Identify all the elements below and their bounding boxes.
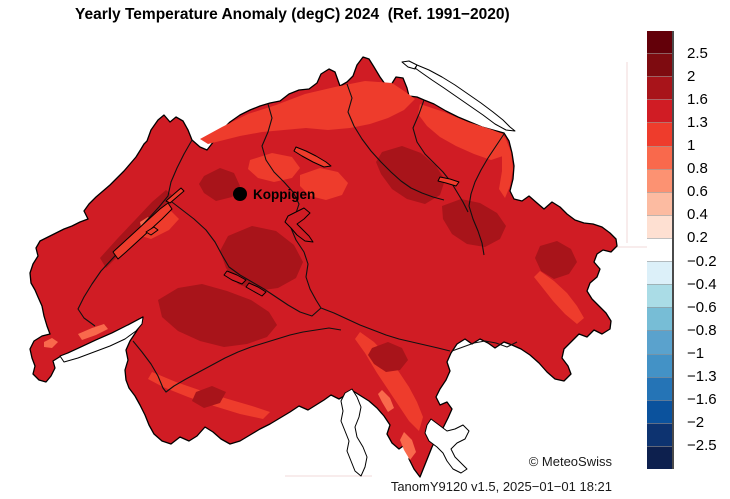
- colorbar-tick-label: −1: [687, 345, 704, 363]
- colorbar-band: [647, 284, 672, 307]
- colorbar-tick-label: 2.5: [687, 45, 708, 63]
- colorbar-tick-label: −0.2: [687, 253, 717, 271]
- figure-canvas: Yearly Temperature Anomaly (degC) 2024 (…: [0, 0, 730, 499]
- colorbar-band: [647, 99, 672, 122]
- colorbar-band: [647, 377, 672, 400]
- colorbar-tick-label: −1.6: [687, 391, 717, 409]
- station-label: Koppigen: [253, 187, 315, 202]
- colorbar-band: [647, 400, 672, 423]
- switzerland-anomaly-map: Koppigen: [0, 0, 730, 499]
- colorbar-tick-label: 1: [687, 137, 695, 155]
- station-marker-dot: [233, 187, 247, 201]
- colorbar-tick-label: 0.8: [687, 160, 708, 178]
- colorbar-band: [647, 307, 672, 330]
- colorbar-band: [647, 146, 672, 169]
- lake-maggiore: [341, 389, 367, 476]
- colorbar-band: [647, 423, 672, 446]
- colorbar-band: [647, 76, 672, 99]
- colorbar-band: [647, 215, 672, 238]
- colorbar-tick-label: −0.8: [687, 322, 717, 340]
- colorbar-tick-label: 0.6: [687, 183, 708, 201]
- colorbar-band: [647, 122, 672, 145]
- colorbar-band: [647, 53, 672, 76]
- colorbar-tick-label: 2: [687, 68, 695, 86]
- colorbar-tick-label: −2.5: [687, 437, 717, 455]
- colorbar-band: [647, 330, 672, 353]
- colorbar-tick-label: 1.3: [687, 114, 708, 132]
- colorbar: [647, 31, 674, 469]
- colorbar-band: [647, 238, 672, 261]
- copyright-label: © MeteoSwiss: [529, 454, 612, 469]
- colorbar-tick-label: 0.2: [687, 229, 708, 247]
- colorbar-band: [647, 169, 672, 192]
- colorbar-tick-label: 1.6: [687, 91, 708, 109]
- colorbar-band: [647, 446, 672, 469]
- colorbar-tick-labels: 2.5 2 1.6 1.3 1 0.8 0.6 0.4 0.2 −0.2 −0.4 −0.6 −0.8 −…: [687, 0, 730, 499]
- colorbar-tick-label: 0.4: [687, 206, 708, 224]
- colorbar-band: [647, 261, 672, 284]
- colorbar-tick-label: −1.3: [687, 368, 717, 386]
- colorbar-band: [647, 31, 672, 53]
- colorbar-tick-label: −0.6: [687, 299, 717, 317]
- colorbar-band: [647, 192, 672, 215]
- footer-version-label: TanomY9120 v1.5, 2025−01−01 18:21: [391, 479, 612, 494]
- colorbar-tick-label: −2: [687, 414, 704, 432]
- colorbar-band: [647, 354, 672, 377]
- colorbar-tick-label: −0.4: [687, 276, 717, 294]
